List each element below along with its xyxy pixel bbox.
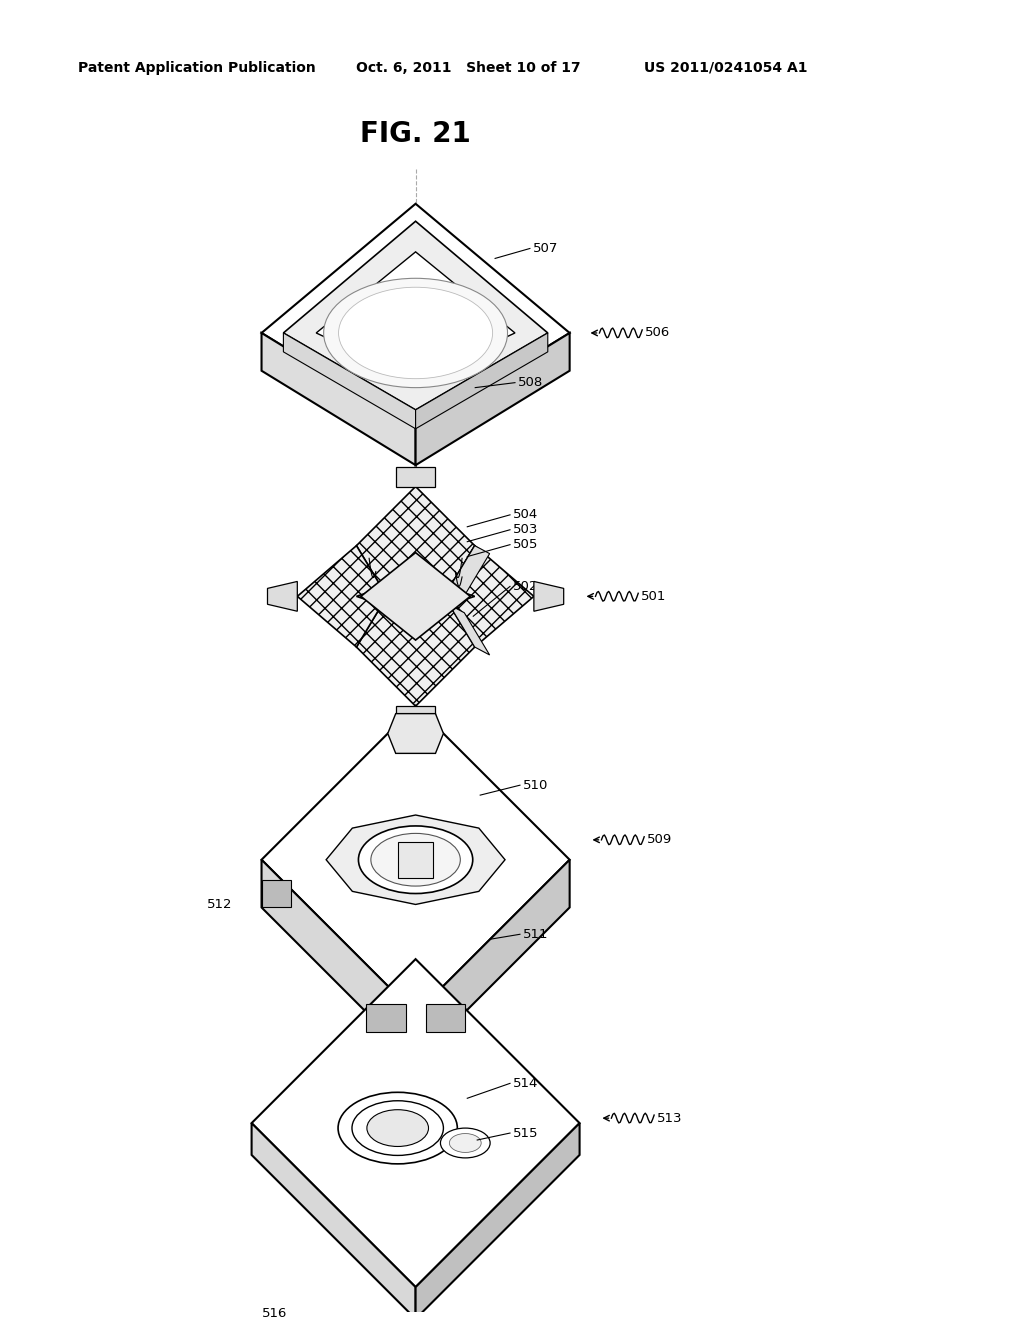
Polygon shape xyxy=(426,1003,465,1032)
Ellipse shape xyxy=(367,1110,428,1147)
Polygon shape xyxy=(395,467,435,487)
Polygon shape xyxy=(326,814,505,904)
Polygon shape xyxy=(416,1123,580,1319)
Ellipse shape xyxy=(339,288,493,379)
Text: 516: 516 xyxy=(261,1307,287,1320)
Polygon shape xyxy=(316,252,515,379)
Text: 508: 508 xyxy=(518,376,543,389)
Polygon shape xyxy=(534,581,563,611)
Text: Oct. 6, 2011   Sheet 10 of 17: Oct. 6, 2011 Sheet 10 of 17 xyxy=(356,61,581,75)
Polygon shape xyxy=(297,545,382,647)
Ellipse shape xyxy=(440,1129,490,1158)
Polygon shape xyxy=(450,545,534,647)
Polygon shape xyxy=(395,706,435,731)
Ellipse shape xyxy=(338,1093,458,1164)
Text: 505: 505 xyxy=(513,539,539,552)
Polygon shape xyxy=(356,487,475,587)
Polygon shape xyxy=(284,333,416,429)
Text: 510: 510 xyxy=(523,779,548,792)
Polygon shape xyxy=(261,203,569,428)
Ellipse shape xyxy=(358,826,473,894)
Text: 513: 513 xyxy=(657,1111,683,1125)
Polygon shape xyxy=(261,333,416,465)
Polygon shape xyxy=(252,960,580,1287)
Polygon shape xyxy=(267,581,297,611)
Polygon shape xyxy=(416,333,569,465)
Polygon shape xyxy=(450,605,489,655)
Text: 514: 514 xyxy=(513,1077,539,1090)
Polygon shape xyxy=(261,706,569,1014)
Ellipse shape xyxy=(450,1134,481,1152)
Polygon shape xyxy=(388,714,443,754)
Polygon shape xyxy=(356,605,475,706)
Polygon shape xyxy=(416,859,569,1061)
Text: 511: 511 xyxy=(523,928,549,941)
Polygon shape xyxy=(397,842,433,878)
Text: 512: 512 xyxy=(207,898,232,911)
Text: Patent Application Publication: Patent Application Publication xyxy=(78,61,315,75)
Text: 504: 504 xyxy=(513,508,539,521)
Polygon shape xyxy=(261,879,292,907)
Polygon shape xyxy=(450,545,489,595)
Ellipse shape xyxy=(371,833,461,886)
Text: 507: 507 xyxy=(532,242,558,255)
Text: 503: 503 xyxy=(513,523,539,536)
Text: 509: 509 xyxy=(647,833,673,846)
Text: FIG. 21: FIG. 21 xyxy=(360,120,471,148)
Text: 515: 515 xyxy=(513,1126,539,1139)
Text: 506: 506 xyxy=(645,326,671,339)
Polygon shape xyxy=(261,859,416,1061)
Polygon shape xyxy=(360,553,470,640)
Polygon shape xyxy=(416,333,548,429)
Text: US 2011/0241054 A1: US 2011/0241054 A1 xyxy=(644,61,808,75)
Polygon shape xyxy=(284,222,548,411)
Text: 502: 502 xyxy=(513,579,539,593)
Ellipse shape xyxy=(352,1101,443,1155)
Ellipse shape xyxy=(324,279,508,388)
Text: 501: 501 xyxy=(641,590,667,603)
Polygon shape xyxy=(252,1123,416,1319)
Polygon shape xyxy=(366,1003,406,1032)
